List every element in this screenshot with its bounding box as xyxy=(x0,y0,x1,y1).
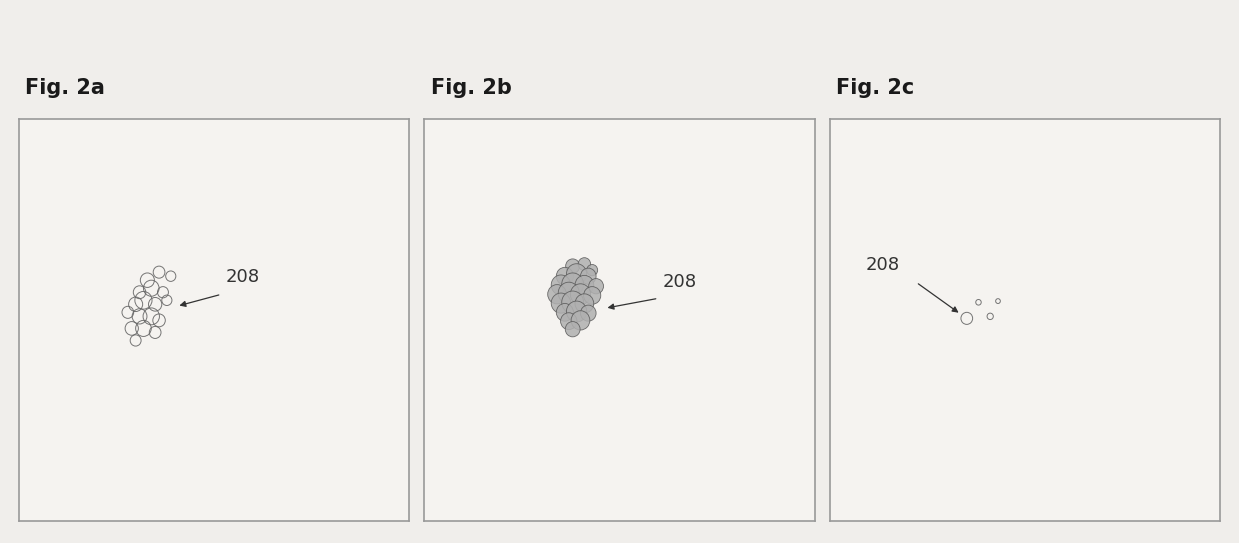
Text: Fig. 2a: Fig. 2a xyxy=(25,78,104,98)
Text: 208: 208 xyxy=(663,273,696,291)
Text: 208: 208 xyxy=(865,256,900,274)
Text: 208: 208 xyxy=(225,268,259,286)
Text: Fig. 2b: Fig. 2b xyxy=(431,78,512,98)
Text: Fig. 2c: Fig. 2c xyxy=(836,78,914,98)
